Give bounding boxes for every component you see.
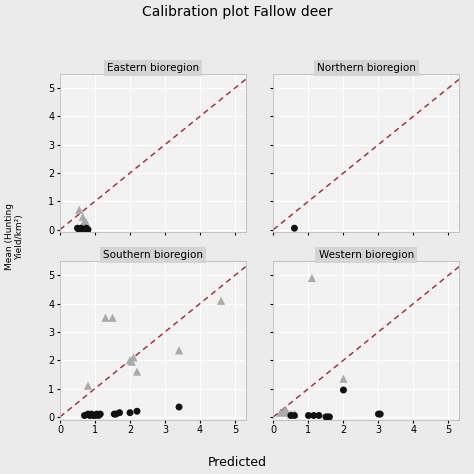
Point: [93, 410, 100, 418]
Point: [77, 224, 85, 232]
Point: [75, 226, 83, 233]
Point: [130, 354, 137, 361]
Point: [84, 382, 92, 390]
Point: [315, 412, 323, 419]
Point: [291, 410, 298, 418]
Point: [116, 409, 123, 417]
Point: [126, 409, 134, 417]
Text: Predicted: Predicted: [208, 456, 266, 469]
Point: [277, 409, 284, 417]
Point: [305, 412, 312, 419]
Point: [81, 412, 88, 419]
Point: [340, 375, 347, 383]
Point: [376, 410, 384, 418]
Point: [86, 412, 93, 419]
Point: [175, 346, 183, 354]
Point: [287, 412, 295, 419]
Point: [280, 408, 288, 415]
Title: Eastern bioregion: Eastern bioregion: [107, 63, 199, 73]
Point: [126, 356, 134, 364]
Point: [128, 358, 136, 365]
Point: [310, 412, 318, 419]
Point: [340, 386, 347, 394]
Point: [374, 410, 382, 418]
Point: [84, 226, 92, 233]
Point: [82, 224, 90, 232]
Point: [308, 274, 316, 282]
Point: [326, 413, 333, 421]
Title: Northern bioregion: Northern bioregion: [317, 63, 416, 73]
Point: [175, 403, 183, 411]
Point: [217, 297, 225, 304]
Point: [291, 412, 298, 419]
Point: [79, 213, 87, 221]
Point: [112, 410, 120, 418]
Text: Mean (Hunting
Yield/km²): Mean (Hunting Yield/km²): [5, 203, 24, 271]
Point: [133, 408, 141, 415]
Point: [133, 368, 141, 375]
Text: Calibration plot Fallow deer: Calibration plot Fallow deer: [142, 5, 332, 19]
Point: [91, 412, 99, 419]
Point: [79, 226, 87, 233]
Title: Western bioregion: Western bioregion: [319, 250, 414, 260]
Point: [81, 226, 88, 233]
Point: [84, 410, 92, 418]
Point: [95, 412, 102, 419]
Point: [322, 413, 330, 421]
Point: [81, 217, 88, 225]
Point: [324, 413, 331, 421]
Point: [73, 224, 81, 232]
Point: [287, 410, 295, 418]
Point: [97, 410, 104, 418]
Point: [82, 219, 90, 226]
Point: [90, 412, 97, 419]
Point: [88, 410, 95, 418]
Point: [102, 314, 109, 321]
Point: [282, 406, 290, 414]
Point: [110, 410, 118, 418]
Title: Southern bioregion: Southern bioregion: [103, 250, 203, 260]
Point: [283, 409, 291, 417]
Point: [291, 224, 298, 232]
Point: [109, 314, 116, 321]
Point: [75, 206, 83, 214]
